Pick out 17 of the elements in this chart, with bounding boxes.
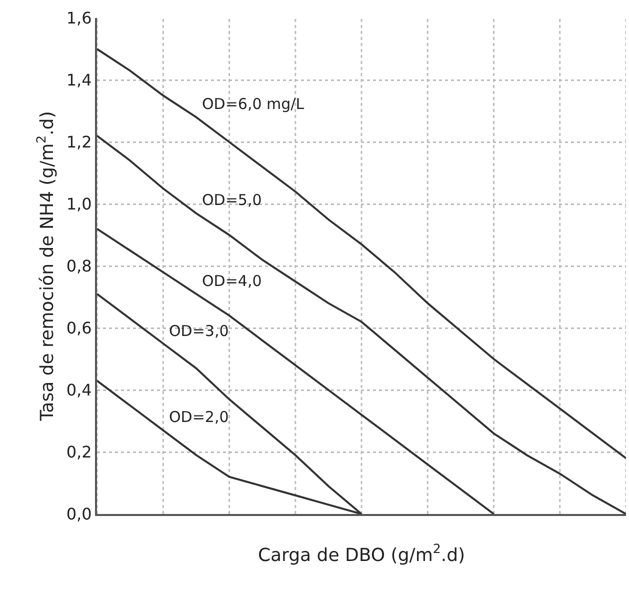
y-tick-label: 0,4 (66, 380, 92, 400)
y-tick-label: 1,0 (66, 194, 92, 214)
line-series (97, 228, 495, 514)
series-label: OD=2,0 (169, 408, 229, 426)
y-tick-label: 0,8 (66, 256, 92, 276)
line-series (97, 48, 626, 460)
series-label: OD=5,0 (202, 191, 262, 209)
y-tick-label: 1,2 (66, 132, 92, 152)
y-tick-label: 0,2 (66, 442, 92, 462)
x-axis-title: Carga de DBO (g/m$^{2}$.d) (258, 541, 466, 566)
series-label: OD=4,0 (202, 272, 262, 290)
y-tick-label: 0,6 (66, 318, 92, 338)
y-tick-label: 1,6 (66, 8, 92, 28)
series-label: OD=6,0 mg/L (202, 95, 305, 113)
series-label: OD=3,0 (169, 322, 229, 340)
y-tick-label: 1,4 (66, 70, 92, 90)
y-tick-label: 0,0 (66, 504, 92, 524)
